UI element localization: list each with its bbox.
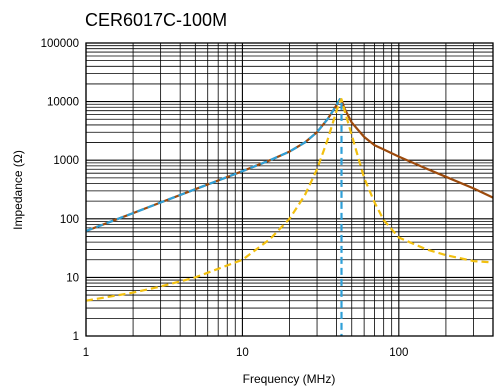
y-tick-label: 10 bbox=[66, 272, 79, 284]
x-tick-label: 1 bbox=[83, 347, 89, 359]
y-tick-label: 100 bbox=[60, 214, 79, 226]
y-axis-label: Impedance (Ω) bbox=[11, 150, 25, 230]
x-tick-labels: 1 10 100 bbox=[83, 347, 409, 359]
chart-title: CER6017C-100M bbox=[85, 10, 227, 30]
x-axis-label: Frequency (MHz) bbox=[243, 372, 336, 386]
y-tick-label: 100000 bbox=[41, 38, 79, 50]
series-group bbox=[85, 98, 494, 336]
series-line-3 bbox=[85, 98, 494, 302]
x-tick-label: 100 bbox=[389, 347, 408, 359]
y-tick-label: 1000 bbox=[53, 155, 79, 167]
y-tick-label: 1 bbox=[73, 331, 79, 343]
grid bbox=[85, 43, 494, 337]
y-tick-labels: 1 10 100 1000 10000 100000 bbox=[41, 38, 79, 343]
x-tick-label: 10 bbox=[236, 347, 249, 359]
plot-frame bbox=[85, 42, 494, 337]
y-tick-label: 10000 bbox=[47, 97, 79, 109]
